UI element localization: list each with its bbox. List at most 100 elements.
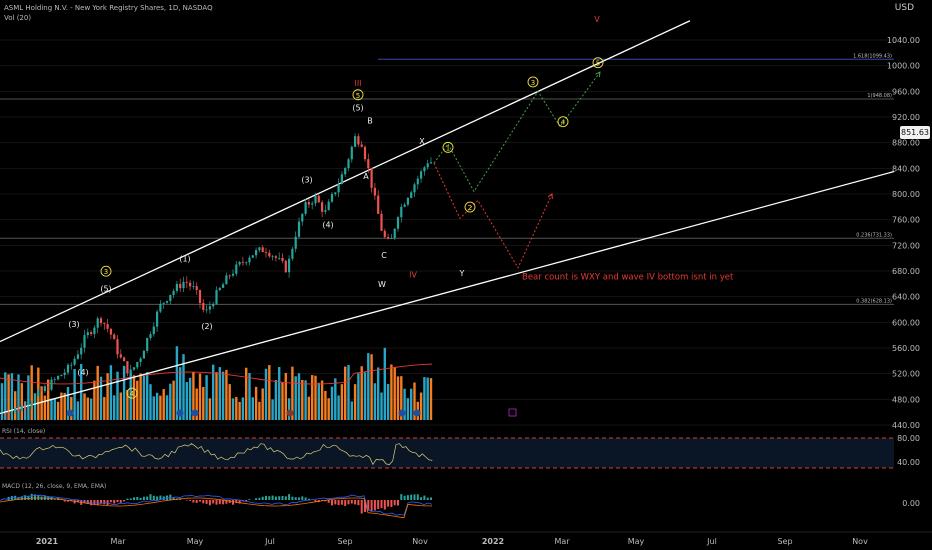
time-axis[interactable]: 2021 Mar May Jul Sep Nov 2022 Mar May Jul Sep Nov bbox=[0, 531, 932, 546]
volume-bar bbox=[297, 373, 301, 420]
volume-bar bbox=[400, 376, 403, 420]
signal-line bbox=[0, 497, 433, 519]
volume-bar bbox=[106, 373, 109, 420]
event-marker bbox=[413, 409, 421, 417]
volume-bar bbox=[63, 392, 66, 420]
macd-histogram-bar bbox=[350, 500, 353, 504]
volume-bar bbox=[60, 392, 63, 420]
volume-bar bbox=[393, 367, 396, 420]
volume-bar bbox=[423, 377, 426, 420]
candle bbox=[20, 406, 23, 411]
price-tick: 640.00 bbox=[892, 293, 920, 302]
volume-bar bbox=[30, 365, 33, 420]
candle bbox=[337, 184, 340, 193]
candle bbox=[93, 327, 96, 335]
candle bbox=[413, 184, 416, 193]
wave-label: W bbox=[378, 280, 386, 289]
wave-label: III bbox=[354, 79, 361, 88]
candle bbox=[222, 284, 225, 288]
volume-bar bbox=[320, 380, 324, 420]
candle bbox=[139, 358, 142, 363]
wave-label: (4) bbox=[322, 220, 333, 229]
volume-bar bbox=[195, 388, 198, 420]
macd-histogram-bar bbox=[123, 500, 126, 502]
volume-bar bbox=[66, 386, 70, 420]
macd-histogram-bar bbox=[103, 500, 106, 505]
volume-bar bbox=[169, 383, 172, 420]
volume-bar bbox=[10, 373, 14, 420]
volume-bar bbox=[179, 367, 182, 420]
candle bbox=[172, 290, 175, 295]
candle bbox=[380, 213, 383, 231]
candle bbox=[146, 338, 149, 351]
wave-label: (5) bbox=[100, 285, 111, 294]
volume-bar bbox=[53, 398, 56, 420]
candle bbox=[291, 248, 294, 259]
volume-bar bbox=[311, 375, 314, 420]
candle bbox=[136, 362, 139, 368]
volume-bar bbox=[221, 371, 225, 420]
macd-histogram-bar bbox=[390, 500, 393, 507]
currency-label[interactable]: USD bbox=[894, 3, 914, 13]
volume-bar bbox=[192, 372, 195, 420]
candle bbox=[7, 415, 10, 417]
macd-histogram-bar bbox=[179, 499, 182, 500]
volume-bar bbox=[43, 395, 47, 420]
macd-histogram-bar bbox=[261, 496, 264, 500]
price-tick: 960.00 bbox=[892, 87, 920, 96]
candle bbox=[27, 406, 30, 410]
volume-bar bbox=[363, 372, 367, 420]
candle bbox=[116, 339, 119, 355]
time-tick: May bbox=[628, 537, 645, 546]
price-axis[interactable]: 440.00 480.00 520.00 560.00 600.00 640.00 680.… bbox=[887, 36, 920, 508]
volume-bar bbox=[301, 379, 304, 420]
candle bbox=[360, 144, 363, 147]
macd-histogram-bar bbox=[278, 496, 281, 500]
wave-label: (5) bbox=[352, 104, 363, 113]
volume-bar bbox=[215, 372, 218, 420]
volume-bar bbox=[93, 380, 96, 420]
candle bbox=[73, 358, 76, 365]
wave-circle bbox=[464, 201, 476, 213]
volume-bar bbox=[403, 388, 406, 420]
volume-bar bbox=[307, 396, 311, 420]
volume-bar bbox=[241, 397, 245, 420]
volume-bar bbox=[142, 375, 146, 420]
macd-histogram-bar bbox=[248, 499, 251, 500]
volume-bar bbox=[208, 398, 212, 420]
macd-histogram-bar bbox=[367, 500, 370, 511]
fib-levels: 1.618(1099.43) 1(948.08) 0.236(731.33) 0.38… bbox=[0, 53, 894, 305]
volume-bar bbox=[347, 364, 350, 420]
macd-histogram-bar bbox=[113, 500, 116, 504]
macd-histogram-bar bbox=[423, 495, 426, 500]
macd-histogram-bar bbox=[377, 500, 380, 510]
volume-bar bbox=[116, 371, 119, 420]
macd-histogram-bar bbox=[373, 500, 376, 511]
macd-histogram-bar bbox=[340, 500, 343, 505]
macd-histogram-bar bbox=[410, 494, 413, 500]
macd-histogram-bar bbox=[30, 493, 33, 500]
macd-histogram-bar bbox=[400, 494, 403, 500]
candle bbox=[156, 311, 159, 327]
volume-bar bbox=[27, 375, 30, 420]
candle bbox=[179, 283, 182, 289]
wave-label: (2) bbox=[201, 322, 212, 331]
volume-bar bbox=[139, 373, 142, 420]
candle bbox=[423, 167, 426, 172]
green-projection-path bbox=[433, 71, 601, 193]
volume-bar bbox=[129, 373, 132, 420]
macd-label: MACD (12, 26, close, 9, EMA, EMA) bbox=[2, 483, 107, 490]
time-tick: Mar bbox=[110, 537, 126, 546]
event-marker bbox=[286, 409, 294, 417]
volume-ma bbox=[0, 363, 433, 385]
macd-histogram-bar bbox=[327, 500, 330, 503]
candle bbox=[192, 286, 195, 287]
candle bbox=[60, 375, 63, 377]
candle bbox=[50, 379, 53, 390]
price-tick: 440.00 bbox=[892, 421, 920, 430]
volume-bar bbox=[202, 386, 205, 420]
candle bbox=[261, 247, 264, 253]
macd-histogram-bar bbox=[370, 500, 373, 511]
macd-histogram-bar bbox=[397, 500, 399, 506]
